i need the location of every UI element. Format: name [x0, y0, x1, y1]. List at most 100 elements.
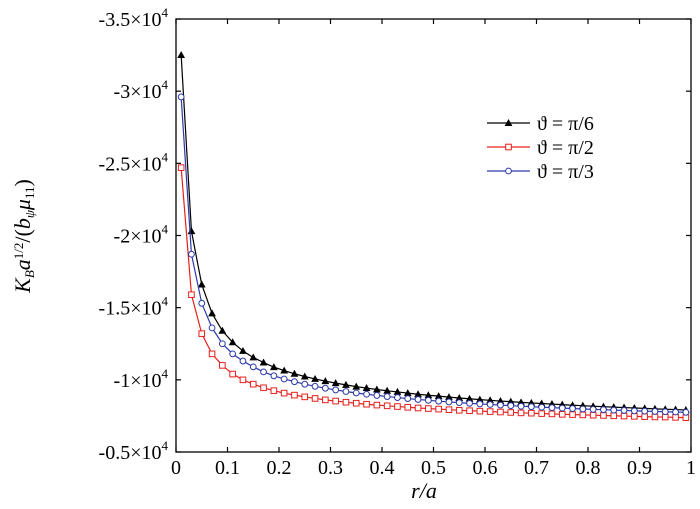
legend-label: ϑ = π/2	[537, 137, 594, 159]
x-tick-label: 0.9	[627, 457, 652, 479]
data-point	[198, 330, 206, 337]
data-point	[198, 299, 206, 307]
data-point	[218, 340, 226, 348]
data-point	[589, 406, 597, 413]
data-point	[424, 396, 432, 404]
data-point	[291, 391, 298, 399]
data-point	[219, 362, 226, 369]
data-point	[229, 350, 237, 358]
x-tick-label: 0.2	[267, 457, 292, 479]
data-point	[363, 400, 370, 408]
data-point	[404, 403, 412, 411]
data-point	[569, 411, 576, 418]
data-point	[394, 394, 401, 401]
data-point	[332, 397, 339, 405]
legend-item: ϑ = π/6	[487, 113, 594, 135]
legend: ϑ = π/6ϑ = π/2ϑ = π/3	[487, 113, 594, 183]
series-line	[180, 55, 686, 411]
data-point	[280, 389, 288, 397]
data-point	[208, 309, 216, 317]
series-line	[180, 96, 686, 413]
data-point	[331, 379, 340, 387]
data-point	[486, 408, 494, 415]
data-point	[538, 410, 545, 417]
legend-item: ϑ = π/3	[487, 161, 594, 183]
data-point	[260, 368, 267, 376]
data-point	[641, 407, 649, 415]
data-point	[630, 407, 638, 415]
data-point	[476, 407, 484, 415]
data-point	[528, 409, 535, 417]
data-point	[249, 353, 258, 361]
y-tick-label: -0.5×104	[99, 438, 169, 464]
y-tick-label: -3.5×104	[99, 5, 169, 31]
data-point	[311, 395, 319, 402]
x-tick-label: 0.7	[524, 457, 549, 479]
y-tick-label: -2.5×104	[99, 149, 169, 175]
data-point	[507, 402, 515, 410]
data-point	[661, 408, 669, 416]
data-point	[558, 411, 566, 418]
data-point	[486, 401, 494, 408]
data-point	[455, 406, 463, 414]
legend-item: ϑ = π/2	[487, 137, 594, 159]
data-point	[445, 398, 453, 406]
data-point	[352, 382, 361, 390]
data-point	[497, 408, 504, 416]
data-point	[651, 408, 659, 415]
data-point	[394, 403, 401, 410]
data-point	[311, 382, 319, 390]
data-point	[517, 409, 525, 417]
x-tick-label: 0	[171, 457, 181, 479]
data-point	[228, 338, 237, 346]
y-tick-label: -1×104	[114, 366, 169, 392]
data-point	[383, 393, 391, 400]
data-point	[569, 405, 576, 412]
data-point	[321, 384, 329, 392]
data-point	[239, 357, 247, 365]
data-point	[538, 403, 546, 411]
data-point	[291, 378, 298, 386]
data-point	[342, 388, 350, 395]
data-point	[466, 399, 473, 407]
data-point	[558, 404, 566, 412]
data-point	[527, 403, 535, 411]
x-tick-label: 0.4	[370, 457, 395, 479]
data-point	[600, 406, 607, 414]
ticks-layer: 0 0.1 0.2 0.3 0.4 0.5 0.6 0.7 0.8 0.9 1 -3.5×104 -3×…	[99, 5, 696, 479]
data-point	[208, 350, 216, 358]
y-axis-label: KBa1/2/(bψμ11)	[10, 179, 37, 294]
data-point	[280, 375, 288, 383]
data-point	[497, 401, 504, 409]
x-tick-label: 0.1	[215, 457, 240, 479]
data-point	[507, 409, 515, 416]
data-point	[322, 396, 329, 404]
data-point	[352, 399, 360, 407]
legend-label: ϑ = π/6	[537, 113, 594, 135]
data-point	[445, 406, 453, 414]
data-point	[177, 164, 185, 171]
data-point	[197, 280, 206, 288]
data-point	[321, 377, 330, 385]
series-circle	[177, 93, 690, 416]
legend-label: ϑ = π/3	[537, 161, 594, 183]
data-point	[620, 412, 628, 420]
data-point	[249, 380, 257, 388]
data-point	[672, 408, 679, 416]
data-point	[373, 392, 381, 399]
data-point	[610, 412, 618, 420]
series-square	[177, 164, 690, 421]
x-axis-label: r/a	[411, 478, 437, 503]
x-tick-label: 0.3	[318, 457, 343, 479]
data-point	[579, 411, 587, 419]
legend-marker	[505, 167, 512, 175]
data-point	[579, 405, 587, 413]
data-point	[188, 250, 195, 258]
data-point	[300, 372, 309, 380]
data-point	[631, 413, 638, 420]
data-point	[435, 397, 443, 405]
data-point	[342, 398, 350, 406]
x-tick-label: 1	[686, 457, 696, 479]
data-point	[290, 369, 299, 377]
legend-marker	[504, 118, 513, 126]
